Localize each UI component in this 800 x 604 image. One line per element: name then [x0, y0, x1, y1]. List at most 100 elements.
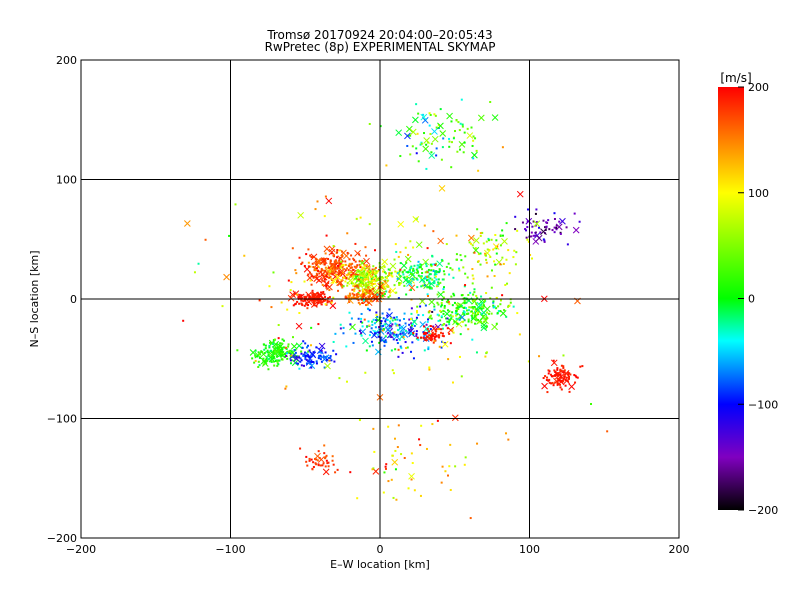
dot-marker [403, 317, 406, 320]
dot-marker [354, 260, 357, 263]
dot-marker [376, 315, 379, 318]
dot-marker [464, 255, 467, 258]
dot-marker [300, 359, 303, 362]
dot-marker [435, 147, 438, 150]
dot-marker [559, 386, 562, 389]
cross-marker [268, 355, 276, 363]
dot-marker [365, 264, 368, 267]
dot-marker [437, 328, 440, 331]
dot-marker [360, 295, 363, 298]
dot-marker [324, 266, 327, 269]
cross-marker [550, 359, 558, 367]
dot-marker [552, 359, 555, 362]
dot-marker [329, 260, 332, 263]
dot-marker [397, 424, 400, 427]
dot-marker [470, 310, 473, 313]
dot-marker [277, 363, 280, 366]
chart-subtitle: RwPretec (8p) EXPERIMENTAL SKYMAP [265, 40, 496, 54]
dot-marker [548, 228, 551, 231]
dot-marker [456, 304, 459, 307]
dot-marker [384, 467, 387, 470]
dot-marker [446, 327, 449, 330]
dot-marker [559, 373, 562, 376]
dot-marker [272, 271, 275, 274]
dot-marker [342, 276, 345, 279]
dot-marker [499, 263, 502, 266]
dot-marker [438, 269, 441, 272]
dot-marker [383, 266, 386, 269]
dot-marker [300, 263, 303, 266]
dot-marker [461, 123, 464, 126]
dot-marker [381, 282, 384, 285]
dot-marker [273, 364, 276, 367]
dot-marker [331, 268, 334, 271]
dot-marker [573, 212, 576, 215]
cross-marker [555, 223, 563, 231]
dot-marker [431, 338, 434, 341]
dot-marker [383, 292, 386, 295]
dot-marker [402, 273, 405, 276]
dot-marker [374, 319, 377, 322]
dot-marker [428, 124, 431, 127]
dot-marker [298, 356, 301, 359]
dot-marker [381, 312, 384, 315]
dot-marker [424, 339, 427, 342]
dot-marker [467, 293, 470, 296]
dot-marker [484, 254, 487, 257]
dot-marker [410, 312, 413, 315]
dot-marker [472, 135, 475, 138]
dot-marker [462, 310, 465, 313]
dot-marker [380, 328, 383, 331]
dot-marker [333, 260, 336, 263]
dot-marker [321, 274, 324, 277]
dot-marker [398, 281, 401, 284]
dot-marker [355, 294, 358, 297]
dot-marker [443, 273, 446, 276]
dot-marker [367, 295, 370, 298]
dot-marker [326, 267, 329, 270]
dot-marker [311, 255, 314, 258]
dot-marker [399, 332, 402, 335]
dot-marker [346, 284, 349, 287]
dot-marker [398, 319, 401, 322]
dot-marker [456, 313, 459, 316]
dot-marker [321, 301, 324, 304]
dot-marker [423, 277, 426, 280]
dot-marker [383, 323, 386, 326]
dot-marker [204, 238, 207, 241]
dot-marker [395, 339, 398, 342]
dot-marker [471, 306, 474, 309]
dot-marker [508, 272, 511, 275]
dot-marker [392, 372, 395, 375]
cross-marker [405, 125, 413, 133]
dot-marker [574, 381, 577, 384]
dot-marker [482, 242, 485, 245]
dot-marker [459, 305, 462, 308]
dot-marker [416, 286, 419, 289]
dot-marker [314, 260, 317, 263]
dot-marker [368, 223, 371, 226]
dot-marker [320, 355, 323, 358]
dot-marker [439, 319, 442, 322]
cross-marker [386, 331, 394, 339]
dot-marker [272, 351, 275, 354]
dot-marker [412, 278, 415, 281]
dot-marker [313, 296, 316, 299]
dot-marker [429, 273, 432, 276]
dot-marker [553, 212, 556, 215]
dot-marker [298, 295, 301, 298]
dot-marker [486, 316, 489, 319]
dot-marker [417, 274, 420, 277]
dot-marker [412, 269, 415, 272]
dot-marker [463, 297, 466, 300]
dot-marker [351, 275, 354, 278]
dot-marker [327, 257, 330, 260]
dot-marker [279, 348, 282, 351]
dot-marker [448, 320, 451, 323]
dot-marker [556, 374, 559, 377]
dot-marker [324, 195, 327, 198]
dot-marker [344, 260, 347, 263]
dot-marker [325, 274, 328, 277]
dot-marker [563, 369, 566, 372]
dot-marker [348, 263, 351, 266]
